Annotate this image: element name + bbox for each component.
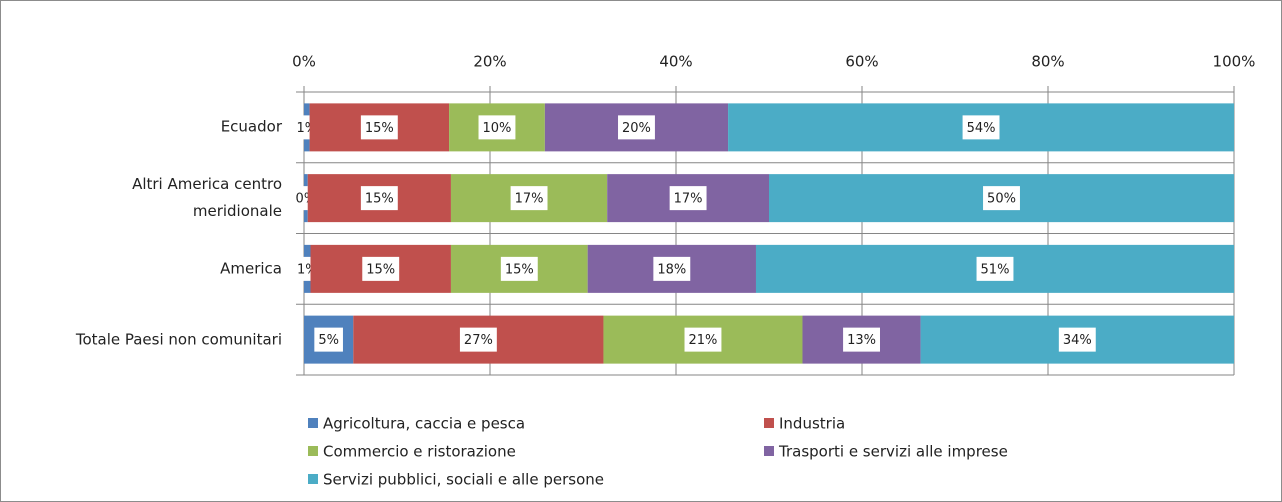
value-label: 21% — [689, 333, 718, 348]
value-label: 18% — [657, 262, 686, 277]
y-tick-label: Ecuador — [220, 117, 282, 136]
value-label-box — [983, 186, 1020, 211]
value-label-box — [500, 256, 538, 281]
legend-label: Industria — [779, 415, 845, 433]
value-label-box — [360, 186, 398, 211]
value-label-box — [653, 256, 691, 281]
y-tick-label: Totale Paesi non comunitari — [75, 330, 282, 349]
value-label-box — [684, 327, 722, 352]
legend-label: Commercio e ristorazione — [323, 443, 516, 461]
value-label: 13% — [847, 333, 876, 348]
value-label-box — [843, 327, 880, 352]
value-label: 27% — [464, 333, 493, 348]
value-label-box — [976, 256, 1014, 281]
legend-label: Servizi pubblici, sociali e alle persone — [323, 471, 604, 489]
value-label-box — [360, 115, 398, 140]
legend-swatch — [764, 418, 774, 428]
y-tick-label: Altri America centro meridionale — [132, 175, 282, 221]
value-label-box — [459, 327, 497, 352]
x-tick-label: 40% — [659, 53, 692, 71]
legend-swatch — [308, 474, 318, 484]
legend-swatch — [764, 446, 774, 456]
value-label: 50% — [987, 192, 1016, 207]
value-label: 15% — [366, 262, 395, 277]
value-label-box — [669, 186, 707, 211]
y-tick-label: America — [220, 259, 282, 278]
legend-label: Agricoltura, caccia e pesca — [323, 415, 525, 433]
value-label-box — [362, 256, 400, 281]
legend-swatch — [308, 446, 318, 456]
value-label-box — [618, 115, 655, 140]
legend-swatch — [308, 418, 318, 428]
x-tick-label: 80% — [1031, 53, 1064, 71]
value-label: 17% — [674, 192, 703, 207]
x-tick-label: 0% — [292, 53, 316, 71]
value-label-box — [962, 115, 1000, 140]
value-label: 10% — [483, 121, 512, 136]
value-label-box — [1058, 327, 1096, 352]
value-label: 15% — [505, 262, 534, 277]
x-tick-label: 60% — [845, 53, 878, 71]
value-label: 15% — [365, 121, 394, 136]
legend-label: Trasporti e servizi alle imprese — [778, 443, 1008, 461]
x-tick-label: 20% — [473, 53, 506, 71]
value-label-box — [314, 327, 343, 352]
value-label: 20% — [622, 121, 651, 136]
value-label-box — [510, 186, 548, 211]
x-tick-label: 100% — [1213, 53, 1256, 71]
value-label: 15% — [365, 192, 394, 207]
value-label-box — [478, 115, 516, 140]
value-label: 5% — [318, 333, 339, 348]
value-label: 51% — [981, 262, 1010, 277]
value-label: 17% — [515, 192, 544, 207]
value-label: 54% — [967, 121, 996, 136]
value-label: 34% — [1063, 333, 1092, 348]
